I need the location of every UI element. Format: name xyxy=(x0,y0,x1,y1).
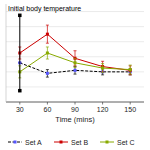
point xyxy=(46,33,49,36)
legend-entry: Set C xyxy=(100,139,135,146)
reference-line-stem xyxy=(19,15,20,90)
error-bar-cap xyxy=(46,43,49,44)
y-axis-line xyxy=(6,4,7,102)
reference-line-end xyxy=(18,14,22,18)
error-bar xyxy=(101,61,104,72)
error-bar-cap xyxy=(74,74,77,75)
point xyxy=(74,69,77,72)
legend-line xyxy=(8,142,22,143)
grid xyxy=(6,12,144,102)
error-bar-cap xyxy=(74,50,77,51)
series xyxy=(18,47,131,78)
error-bar-cap xyxy=(46,59,49,60)
legend-line xyxy=(54,142,68,143)
error-bar-cap xyxy=(129,74,132,75)
error-bar xyxy=(101,64,104,73)
x-ticks: 30 60 90 120 150 xyxy=(16,102,136,113)
error-bar-cap xyxy=(101,63,104,64)
legend-entry: Set B xyxy=(54,139,88,146)
error-bar-stem xyxy=(47,70,48,78)
x-tick-label: 30 xyxy=(16,106,24,113)
error-bar-stem xyxy=(130,65,131,74)
error-bar-stem xyxy=(47,25,48,43)
error-bar-stem xyxy=(130,66,131,75)
error-bar-stem xyxy=(102,61,103,72)
error-bar xyxy=(46,47,49,59)
legend-entry: Set A xyxy=(8,139,42,146)
x-tick xyxy=(102,102,103,105)
point xyxy=(46,72,49,75)
point xyxy=(46,52,49,55)
error-bar-stem xyxy=(75,67,76,75)
x-tick-label: 90 xyxy=(71,106,79,113)
error-bar-cap xyxy=(101,74,104,75)
x-tick-label: 150 xyxy=(124,106,136,113)
error-bar xyxy=(129,66,132,75)
error-bar-cap xyxy=(46,46,49,47)
point xyxy=(101,67,104,70)
error-bar-cap xyxy=(101,72,104,73)
chart: 30 60 90 120 150 Time (mins) Initial body temp… xyxy=(0,0,150,150)
legend-label: Set A xyxy=(25,139,42,146)
error-bar-cap xyxy=(46,69,49,70)
grid-line xyxy=(6,41,144,42)
error-bar-cap xyxy=(46,77,49,78)
error-bar-stem xyxy=(47,47,48,59)
error-bar-cap xyxy=(129,74,132,75)
x-tick xyxy=(47,102,48,105)
x-tick xyxy=(130,102,131,105)
legend-marker xyxy=(106,141,109,144)
x-axis-label: Time (mins) xyxy=(55,115,95,124)
error-bar xyxy=(74,58,77,67)
legend-marker xyxy=(14,141,17,144)
error-bar-cap xyxy=(46,25,49,26)
legend-marker xyxy=(60,141,63,144)
error-bar-cap xyxy=(74,67,77,68)
legend-line xyxy=(100,142,114,143)
error-bar-cap xyxy=(101,61,104,62)
error-bar-stem xyxy=(75,51,76,66)
series xyxy=(18,25,131,75)
error-bar-cap xyxy=(129,74,132,75)
error-bar-cap xyxy=(74,58,77,59)
error-bar xyxy=(46,70,49,78)
error-bar-stem xyxy=(75,58,76,67)
error-bar xyxy=(74,67,77,75)
point xyxy=(74,61,77,64)
x-tick-label: 60 xyxy=(44,106,52,113)
series-line xyxy=(20,53,130,72)
grid-line xyxy=(6,86,144,87)
x-tick xyxy=(75,102,76,105)
error-bar xyxy=(46,25,49,43)
series-line xyxy=(20,34,130,70)
reference-line-end xyxy=(18,89,22,93)
plot-area xyxy=(18,14,132,93)
error-bar-cap xyxy=(129,65,132,66)
x-tick-label: 120 xyxy=(97,106,109,113)
error-bar xyxy=(129,65,132,74)
grid-line xyxy=(6,26,144,27)
legend: Set A Set B Set C xyxy=(8,139,135,146)
point xyxy=(129,68,132,71)
legend-label: Set B xyxy=(71,139,88,146)
error-bar-stem xyxy=(102,64,103,73)
reference-line xyxy=(18,14,22,93)
legend-label: Set C xyxy=(117,139,135,146)
x-tick xyxy=(19,102,20,105)
title: Initial body temperature xyxy=(8,5,81,13)
error-bar xyxy=(74,51,77,66)
